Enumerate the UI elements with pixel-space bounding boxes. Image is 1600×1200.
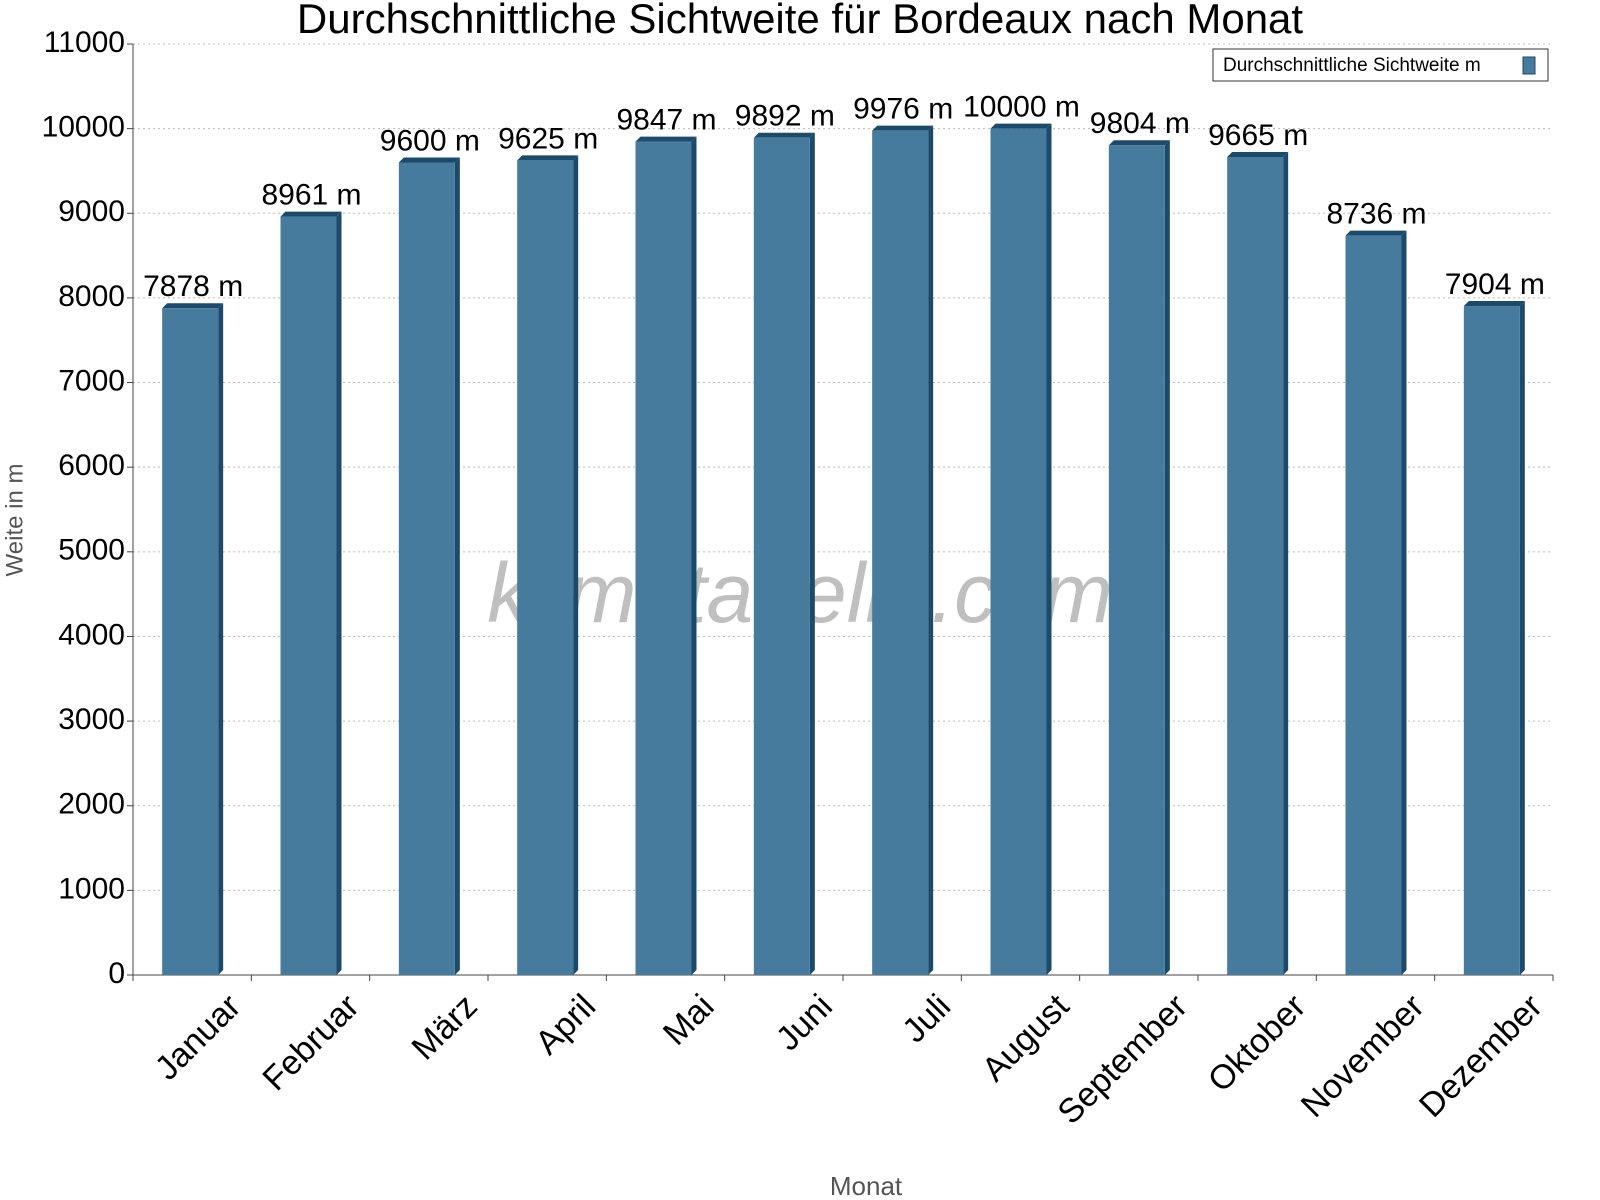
y-tick-label: 2000: [58, 788, 125, 821]
x-tick-label: November: [1294, 987, 1432, 1125]
x-tick-label: Januar: [148, 987, 248, 1087]
value-label: 8961 m: [261, 178, 361, 211]
y-tick-label: 1000: [58, 872, 125, 905]
value-label: 9976 m: [853, 93, 953, 126]
x-tick-label: Juni: [769, 987, 840, 1058]
value-label: 8736 m: [1326, 198, 1426, 231]
bar-top: [753, 132, 815, 138]
y-tick-label: 3000: [58, 703, 125, 736]
y-tick-label: 10000: [42, 111, 125, 144]
legend-box: [1212, 48, 1549, 82]
bar-top: [398, 157, 460, 163]
bar-top: [1345, 230, 1407, 236]
bar-top: [1227, 151, 1289, 157]
x-tick-label: Mai: [656, 987, 722, 1053]
bar-side: [218, 303, 224, 975]
bar-side: [454, 157, 460, 975]
bar: [162, 308, 219, 975]
y-axis-title: Weite in m: [1, 464, 28, 577]
x-tick-label: Februar: [255, 987, 366, 1098]
x-tick-label: Dezember: [1412, 987, 1550, 1125]
x-tick-label: April: [528, 987, 603, 1062]
value-label: 7904 m: [1445, 268, 1545, 301]
bar-side: [1519, 301, 1525, 975]
bar: [280, 216, 337, 975]
bar-top: [1108, 140, 1170, 146]
y-tick-label: 4000: [58, 618, 125, 651]
bar: [1227, 156, 1284, 975]
bar: [753, 137, 810, 975]
bar-top: [635, 136, 697, 142]
x-tick-label: September: [1050, 987, 1194, 1131]
bar-side: [1046, 123, 1052, 976]
value-label: 7878 m: [143, 270, 243, 303]
x-tick-label: März: [405, 987, 485, 1067]
y-tick-label: 7000: [58, 364, 125, 397]
bar-top: [162, 303, 224, 309]
legend-label: Durchschnittliche Sichtweite m: [1223, 55, 1481, 76]
bar-side: [1283, 151, 1289, 975]
bar-side: [1401, 230, 1407, 976]
value-label: 9804 m: [1090, 107, 1190, 140]
y-tick-label: 5000: [58, 534, 125, 567]
x-axis-title: Monat: [830, 1171, 903, 1200]
bar: [1463, 306, 1520, 975]
bar: [398, 162, 455, 975]
value-label: 10000 m: [963, 91, 1080, 124]
bar: [990, 128, 1047, 976]
bar: [635, 141, 692, 976]
bar: [1345, 235, 1402, 976]
value-label: 9847 m: [616, 104, 716, 137]
value-label: 9665 m: [1208, 119, 1308, 152]
y-tick-label: 8000: [58, 280, 125, 313]
x-tick-label: Juli: [895, 987, 958, 1050]
bar-side: [336, 211, 342, 975]
bar-side: [573, 155, 579, 975]
bar-top: [872, 125, 934, 131]
bar-side: [809, 132, 815, 975]
x-tick-label: Oktober: [1201, 987, 1313, 1099]
bar-side: [1164, 140, 1170, 975]
legend: Durchschnittliche Sichtweite m: [1212, 48, 1549, 82]
y-tick-label: 11000: [44, 26, 125, 59]
x-tick-label: August: [975, 987, 1077, 1089]
bar-top: [280, 211, 342, 217]
bar: [517, 160, 574, 975]
bar-side: [928, 125, 934, 976]
y-tick-label: 0: [108, 957, 125, 990]
bar-top: [1463, 301, 1525, 307]
bar: [1108, 145, 1165, 975]
y-tick-label: 9000: [58, 195, 125, 228]
bar-side: [691, 136, 697, 976]
bar: [872, 130, 929, 976]
chart-title: Durchschnittliche Sichtweite für Bordeau…: [297, 0, 1304, 42]
y-tick-label: 6000: [58, 449, 125, 482]
value-label: 9625 m: [498, 122, 598, 155]
value-label: 9892 m: [735, 100, 835, 133]
legend-swatch: [1522, 56, 1536, 75]
value-label: 9600 m: [380, 124, 480, 157]
bar-top: [517, 155, 579, 161]
bar-top: [990, 123, 1052, 129]
